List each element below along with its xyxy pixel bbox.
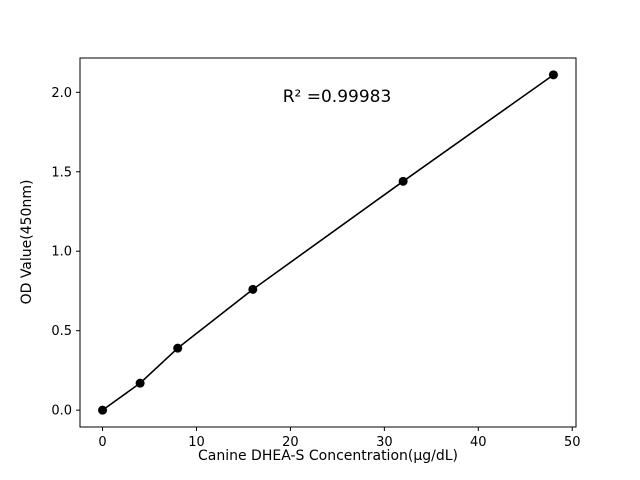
data-point xyxy=(98,405,108,415)
y-axis-label: OD Value(450nm) xyxy=(19,179,35,305)
x-tick-label: 0 xyxy=(98,435,106,450)
x-tick-label: 40 xyxy=(470,435,487,450)
data-point xyxy=(173,343,183,353)
plot-border xyxy=(79,57,577,428)
data-point xyxy=(398,176,408,186)
data-point xyxy=(248,284,258,294)
x-tick-label: 50 xyxy=(564,435,581,450)
y-tick-label: 0.5 xyxy=(51,324,72,339)
x-tick-label: 10 xyxy=(188,435,205,450)
data-point xyxy=(135,378,145,388)
curve-line xyxy=(102,74,554,411)
x-tick-label: 20 xyxy=(282,435,299,450)
y-tick-label: 2.0 xyxy=(51,86,72,101)
r-squared-annotation: R² =0.99983 xyxy=(282,87,392,107)
y-tick-label: 0.0 xyxy=(51,404,72,419)
y-tick-label: 1.5 xyxy=(51,165,72,180)
x-axis-label: Canine DHEA-S Concentration(μg/dL) xyxy=(197,448,459,464)
y-tick-label: 1.0 xyxy=(51,245,72,260)
x-tick-label: 30 xyxy=(376,435,393,450)
data-point xyxy=(548,70,558,80)
